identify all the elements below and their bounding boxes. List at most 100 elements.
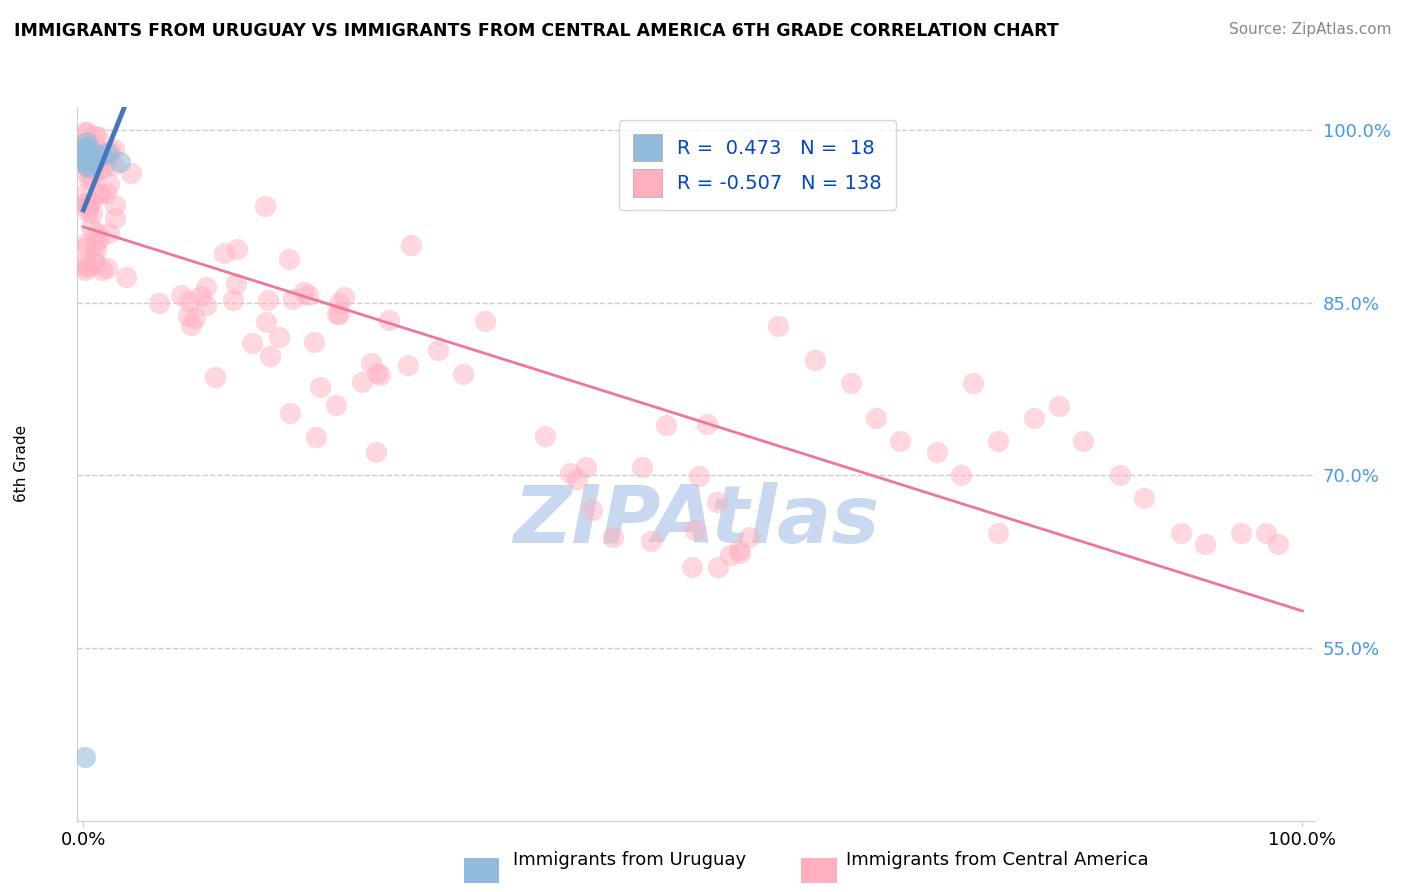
Point bbox=[84, 128, 107, 143]
Point bbox=[1230, 525, 1253, 540]
Point bbox=[82, 166, 104, 180]
Point bbox=[84, 243, 107, 257]
Point bbox=[77, 260, 100, 275]
Point bbox=[256, 293, 278, 308]
Point bbox=[889, 434, 911, 448]
Point bbox=[727, 542, 749, 557]
Point bbox=[396, 358, 419, 372]
Point bbox=[91, 149, 114, 163]
Point bbox=[190, 289, 212, 303]
Point bbox=[574, 460, 596, 475]
Point bbox=[84, 257, 107, 271]
Point bbox=[360, 355, 382, 369]
Point bbox=[1024, 410, 1046, 425]
Point bbox=[84, 237, 107, 252]
Point bbox=[108, 155, 131, 169]
Point bbox=[77, 204, 100, 219]
Point bbox=[1108, 468, 1130, 483]
Point bbox=[91, 263, 114, 277]
Point bbox=[73, 140, 96, 154]
Point bbox=[696, 417, 718, 432]
Text: Immigrants from Central America: Immigrants from Central America bbox=[846, 851, 1149, 869]
Point bbox=[534, 429, 557, 443]
Point bbox=[1194, 537, 1216, 551]
Point bbox=[96, 260, 118, 275]
Point bbox=[297, 288, 319, 302]
Point bbox=[75, 235, 97, 250]
Point bbox=[120, 166, 142, 180]
Point bbox=[103, 142, 125, 156]
Point bbox=[278, 406, 301, 420]
Point bbox=[195, 298, 218, 312]
Point bbox=[73, 750, 96, 764]
Point bbox=[90, 148, 112, 162]
Point bbox=[987, 434, 1010, 448]
Point bbox=[80, 169, 103, 183]
Point bbox=[97, 146, 120, 161]
Point bbox=[631, 459, 654, 474]
Point bbox=[87, 232, 110, 246]
Point bbox=[76, 140, 98, 154]
Text: IMMIGRANTS FROM URUGUAY VS IMMIGRANTS FROM CENTRAL AMERICA 6TH GRADE CORRELATION: IMMIGRANTS FROM URUGUAY VS IMMIGRANTS FR… bbox=[14, 22, 1059, 40]
Point bbox=[240, 335, 263, 350]
Point bbox=[226, 242, 249, 256]
Point bbox=[453, 367, 475, 381]
Point bbox=[378, 312, 401, 326]
Point bbox=[768, 318, 790, 333]
Point bbox=[104, 211, 127, 225]
Point bbox=[204, 369, 226, 384]
Point bbox=[80, 148, 103, 162]
Point bbox=[195, 279, 218, 293]
Point bbox=[283, 292, 305, 306]
Point bbox=[259, 349, 281, 363]
Point bbox=[76, 125, 98, 139]
Point bbox=[841, 376, 863, 391]
Point bbox=[80, 205, 103, 219]
Text: ZIPAtlas: ZIPAtlas bbox=[513, 482, 879, 560]
Point bbox=[707, 560, 730, 574]
Point bbox=[565, 472, 588, 486]
Point bbox=[292, 285, 315, 299]
Point bbox=[77, 199, 100, 213]
Point bbox=[96, 155, 118, 169]
Text: Source: ZipAtlas.com: Source: ZipAtlas.com bbox=[1229, 22, 1392, 37]
Point bbox=[101, 158, 124, 172]
Point bbox=[325, 308, 347, 322]
Point bbox=[98, 226, 121, 240]
Point bbox=[602, 530, 624, 544]
Point bbox=[79, 140, 101, 154]
Point bbox=[267, 330, 290, 344]
Point bbox=[1071, 434, 1094, 448]
Point bbox=[225, 277, 247, 291]
Point bbox=[177, 310, 200, 324]
Point bbox=[1047, 399, 1070, 413]
Point bbox=[79, 152, 101, 166]
Point bbox=[558, 466, 581, 480]
Point bbox=[83, 253, 105, 268]
Point bbox=[278, 252, 301, 267]
Point bbox=[170, 287, 193, 301]
Point bbox=[94, 146, 117, 161]
Point bbox=[474, 314, 496, 328]
Point bbox=[368, 368, 391, 383]
Point bbox=[706, 495, 728, 509]
Point bbox=[254, 199, 277, 213]
Legend: R =  0.473   N =  18, R = -0.507   N = 138: R = 0.473 N = 18, R = -0.507 N = 138 bbox=[619, 120, 896, 211]
Point bbox=[84, 145, 107, 159]
Point bbox=[222, 293, 245, 308]
Point bbox=[76, 148, 98, 162]
Point bbox=[180, 318, 202, 332]
Point bbox=[73, 255, 96, 269]
Point bbox=[86, 226, 108, 240]
Point bbox=[865, 410, 887, 425]
Point bbox=[179, 293, 201, 308]
Point bbox=[333, 290, 356, 304]
Point bbox=[681, 560, 703, 574]
Point bbox=[718, 548, 741, 562]
Point bbox=[308, 380, 330, 394]
Point bbox=[962, 376, 984, 391]
Point bbox=[77, 160, 100, 174]
Point bbox=[1267, 537, 1289, 551]
Point bbox=[82, 158, 104, 172]
Point bbox=[184, 311, 207, 326]
